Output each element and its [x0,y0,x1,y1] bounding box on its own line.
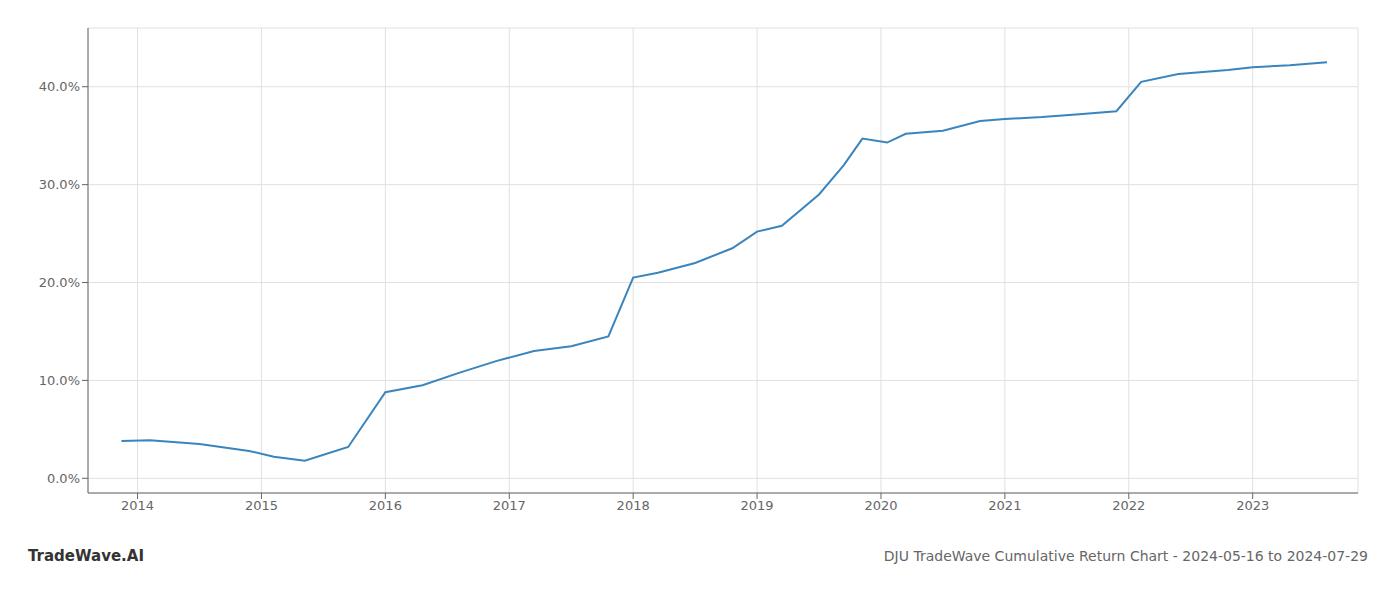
svg-text:10.0%: 10.0% [39,373,80,388]
svg-text:2016: 2016 [369,498,402,513]
html-text:DJU TradeWave Cumulative Retur: DJU TradeWave Cumulative Return Chart - … [883,548,1368,564]
svg-text:40.0%: 40.0% [39,79,80,94]
svg-text:2021: 2021 [988,498,1021,513]
svg-text:0.0%: 0.0% [47,471,80,486]
svg-text:2023: 2023 [1236,498,1269,513]
svg-text:2015: 2015 [245,498,278,513]
svg-text:2017: 2017 [493,498,526,513]
svg-text:2014: 2014 [121,498,154,513]
svg-text:2020: 2020 [864,498,897,513]
svg-text:2022: 2022 [1112,498,1145,513]
svg-text:2019: 2019 [741,498,774,513]
html-text:TradeWave.AI: TradeWave.AI [28,547,144,565]
svg-text:30.0%: 30.0% [39,177,80,192]
svg-text:20.0%: 20.0% [39,275,80,290]
svg-text:2018: 2018 [617,498,650,513]
